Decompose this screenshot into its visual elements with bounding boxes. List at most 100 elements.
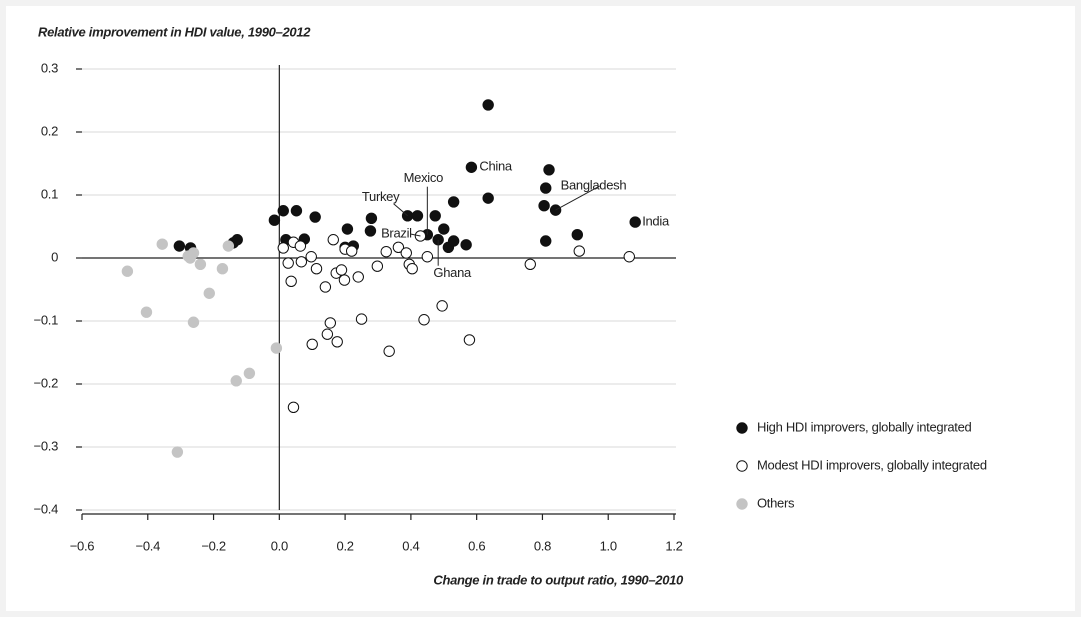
point [571, 228, 584, 241]
annotation: Mexico [404, 170, 443, 185]
legend-label: Modest HDI improvers, globally integrate… [757, 457, 987, 472]
point [400, 247, 412, 259]
y-tick-label: 0.1 [41, 186, 58, 201]
point [365, 212, 378, 225]
y-tick-label: −0.1 [34, 312, 59, 327]
x-tick-label: 0.6 [468, 538, 485, 553]
point [352, 271, 364, 283]
x-tick-label: −0.6 [70, 538, 95, 553]
legend-swatch [736, 422, 748, 434]
point [371, 260, 384, 272]
chart-title: Relative improvement in HDI value, 1990–… [38, 24, 311, 39]
x-tick-label: 0.2 [337, 538, 354, 553]
x-tick-label: 1.0 [600, 538, 617, 553]
point [335, 264, 348, 276]
panel [6, 6, 1075, 611]
point [324, 317, 337, 329]
point [187, 247, 200, 259]
x-tick-label: 0.8 [534, 538, 551, 553]
point [482, 192, 494, 204]
point [187, 316, 200, 328]
point [171, 446, 184, 458]
x-tick-label: −0.2 [201, 538, 226, 553]
point [364, 225, 377, 237]
point [216, 263, 229, 275]
x-axis-label: Change in trade to output ratio, 1990–20… [433, 572, 684, 587]
annotation: Brazil [381, 225, 412, 240]
point [268, 214, 281, 226]
point [540, 235, 552, 247]
point [406, 263, 418, 275]
legend-swatch [736, 498, 748, 510]
y-tick-label: 0.3 [41, 60, 58, 75]
point [429, 210, 441, 222]
point [482, 99, 494, 111]
point [438, 223, 450, 235]
point [156, 238, 168, 250]
annotation: Turkey [362, 189, 400, 204]
legend-label: High HDI improvers, globally integrated [757, 419, 972, 434]
point [243, 367, 256, 379]
legend-swatch [736, 460, 748, 472]
point [287, 401, 300, 414]
point [629, 216, 641, 228]
point [538, 200, 550, 212]
point [121, 265, 134, 277]
point [418, 314, 430, 326]
point [173, 240, 186, 252]
point [231, 234, 243, 246]
point [540, 182, 552, 194]
point [463, 334, 476, 346]
point [140, 306, 153, 318]
point [295, 256, 308, 268]
point [331, 336, 343, 348]
point [277, 205, 289, 217]
point [355, 313, 368, 325]
point [277, 242, 289, 254]
point [623, 251, 635, 263]
point [319, 281, 332, 293]
leader-line [555, 185, 600, 211]
point [294, 240, 307, 252]
point [436, 300, 448, 312]
point [392, 241, 405, 253]
point [321, 328, 334, 340]
leader-line [393, 203, 408, 217]
y-tick-label: 0 [51, 249, 58, 264]
legend-label: Others [757, 495, 795, 510]
point [222, 240, 235, 252]
point [411, 210, 424, 222]
point [305, 251, 317, 263]
point [460, 239, 472, 251]
annotation: China [479, 159, 513, 174]
point [380, 246, 392, 258]
x-tick-label: −0.4 [136, 538, 161, 553]
point [341, 223, 354, 235]
y-tick-label: −0.4 [34, 501, 59, 516]
point [327, 234, 339, 246]
annotation: Ghana [433, 265, 472, 280]
point [230, 375, 242, 387]
point [573, 245, 585, 257]
y-tick-label: 0.2 [41, 123, 58, 138]
point [285, 275, 297, 288]
point [421, 251, 434, 263]
point [447, 235, 460, 247]
point [345, 245, 358, 257]
point [282, 257, 294, 269]
point [447, 196, 460, 208]
point [383, 345, 395, 357]
point [524, 258, 536, 270]
point [203, 287, 215, 299]
y-tick-label: −0.3 [34, 438, 59, 453]
point [290, 205, 303, 217]
x-tick-label: 0.4 [402, 538, 419, 553]
leader-line [410, 233, 421, 237]
point [309, 211, 321, 223]
point [306, 338, 318, 351]
point [465, 161, 478, 173]
x-tick-label: 0.0 [271, 538, 288, 553]
point [310, 263, 323, 275]
point [338, 274, 351, 286]
